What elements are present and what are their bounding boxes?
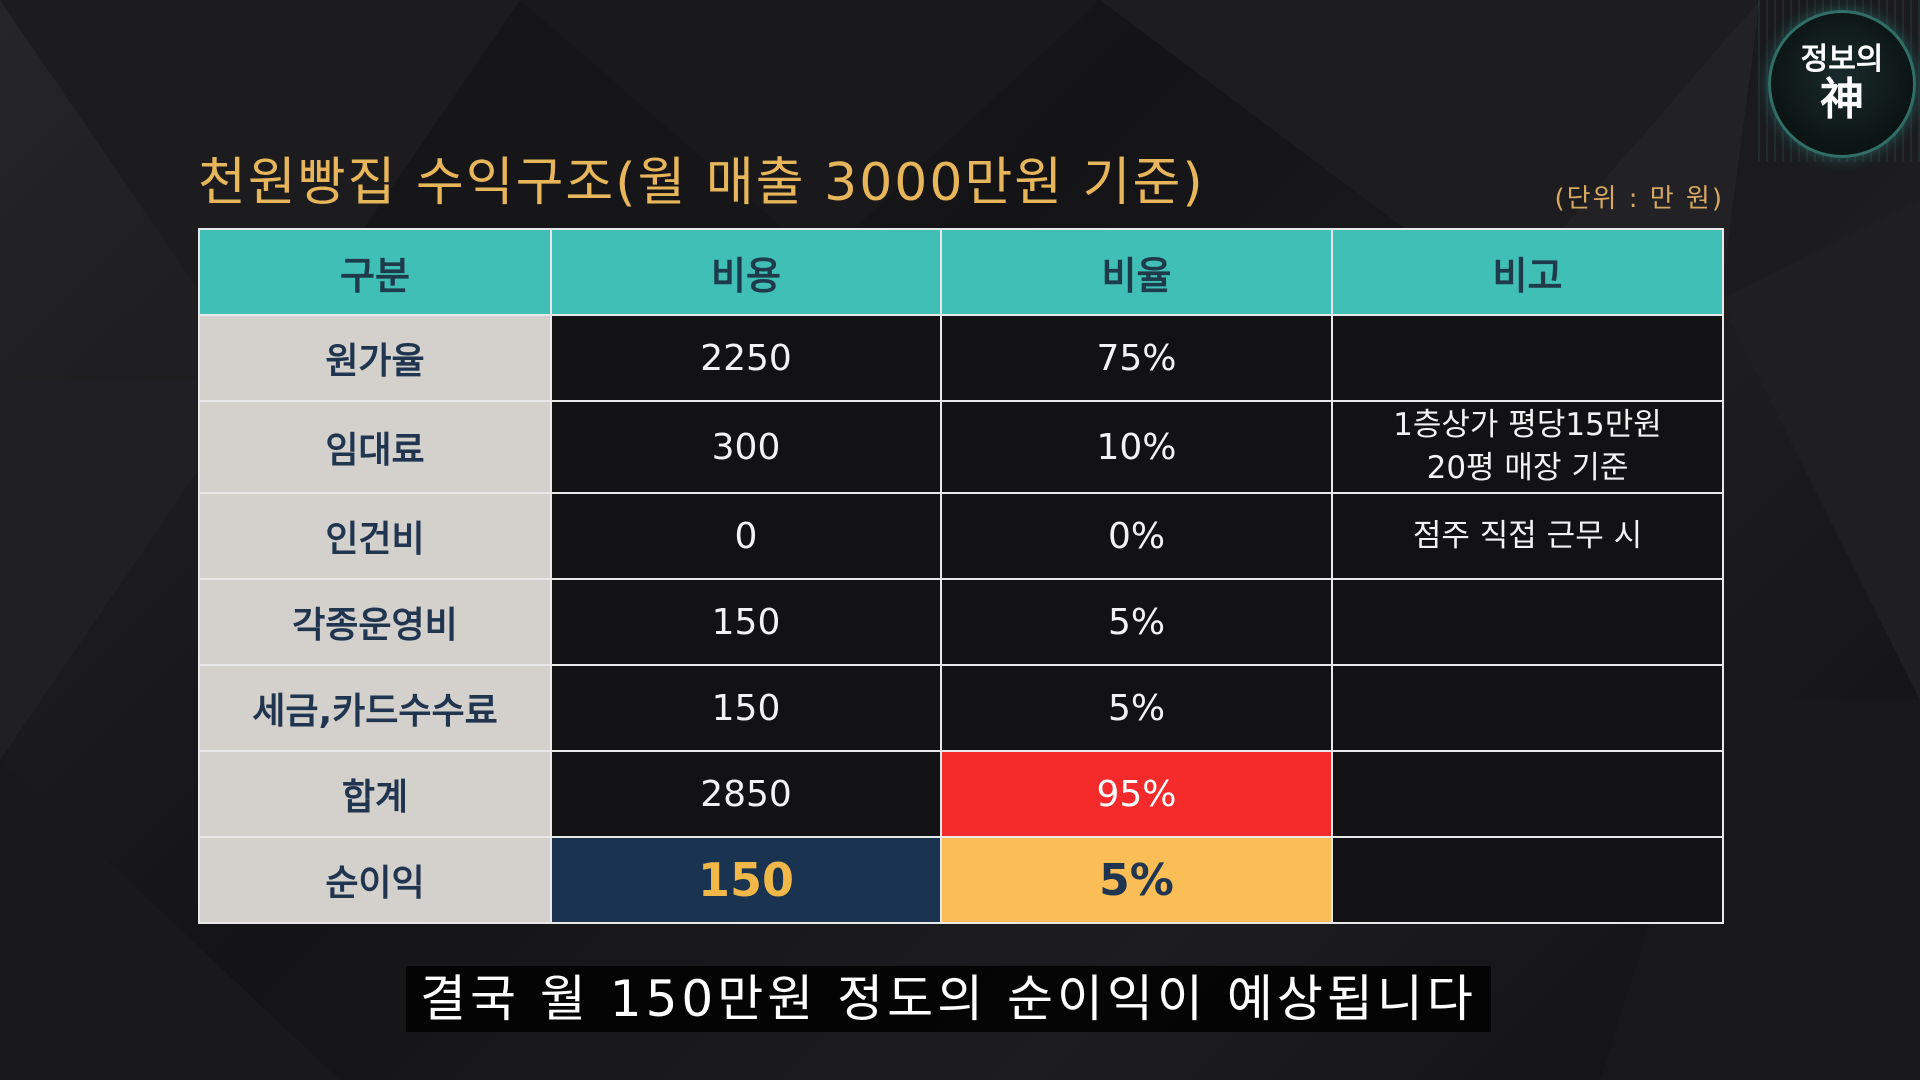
- table-row: 각종운영비 150 5%: [198, 578, 1724, 666]
- chart-title: 천원빵집 수익구조(월 매출 3000만원 기준): [198, 153, 1205, 213]
- table-row: 세금,카드수수료 150 5%: [198, 664, 1724, 752]
- row-note: [1331, 314, 1724, 402]
- table-row-net-profit: 순이익 150 5%: [198, 836, 1724, 924]
- net-profit-cost-highlight: 150: [550, 836, 942, 924]
- row-category: 순이익: [198, 836, 552, 924]
- row-ratio: 0%: [940, 492, 1333, 580]
- header-cost: 비용: [550, 228, 942, 316]
- row-cost: 300: [550, 400, 942, 494]
- revenue-structure-table: 구분 비용 비율 비고 원가율 2250 75% 임대료 300 10% 1층상…: [198, 228, 1724, 924]
- header-note: 비고: [1331, 228, 1724, 316]
- row-note: [1331, 750, 1724, 838]
- row-category: 원가율: [198, 314, 552, 402]
- row-note: [1331, 836, 1724, 924]
- row-category: 세금,카드수수료: [198, 664, 552, 752]
- table-row-total: 합계 2850 95%: [198, 750, 1724, 838]
- unit-label: (단위 : 만 원): [1554, 184, 1724, 214]
- row-cost: 2850: [550, 750, 942, 838]
- row-ratio: 10%: [940, 400, 1333, 494]
- row-note: 1층상가 평당15만원 20평 매장 기준: [1331, 400, 1724, 494]
- row-cost: 150: [550, 664, 942, 752]
- row-cost: 2250: [550, 314, 942, 402]
- net-profit-ratio-highlight: 5%: [940, 836, 1333, 924]
- row-ratio: 5%: [940, 578, 1333, 666]
- row-ratio: 5%: [940, 664, 1333, 752]
- table-header-row: 구분 비용 비율 비고: [198, 228, 1724, 316]
- row-note: [1331, 664, 1724, 752]
- row-ratio: 75%: [940, 314, 1333, 402]
- row-note: [1331, 578, 1724, 666]
- video-subtitle: 결국 월 150만원 정도의 순이익이 예상됩니다: [406, 966, 1491, 1032]
- row-category: 각종운영비: [198, 578, 552, 666]
- row-category: 합계: [198, 750, 552, 838]
- row-cost: 0: [550, 492, 942, 580]
- table-row: 인건비 0 0% 점주 직접 근무 시: [198, 492, 1724, 580]
- logo-text-top: 정보의: [1800, 42, 1884, 78]
- table-row: 원가율 2250 75%: [198, 314, 1724, 402]
- logo-text-bottom: 神: [1820, 74, 1864, 126]
- note-line: 20평 매장 기준: [1426, 450, 1629, 486]
- row-note: 점주 직접 근무 시: [1331, 492, 1724, 580]
- note-line: 1층상가 평당15만원: [1393, 407, 1662, 444]
- header-ratio: 비율: [940, 228, 1333, 316]
- table-row: 임대료 300 10% 1층상가 평당15만원 20평 매장 기준: [198, 400, 1724, 494]
- row-category: 임대료: [198, 400, 552, 494]
- row-category: 인건비: [198, 492, 552, 580]
- row-cost: 150: [550, 578, 942, 666]
- channel-logo: 정보의 神: [1768, 10, 1916, 158]
- note-line: 점주 직접 근무 시: [1412, 517, 1643, 554]
- header-category: 구분: [198, 228, 552, 316]
- total-ratio-highlight: 95%: [940, 750, 1333, 838]
